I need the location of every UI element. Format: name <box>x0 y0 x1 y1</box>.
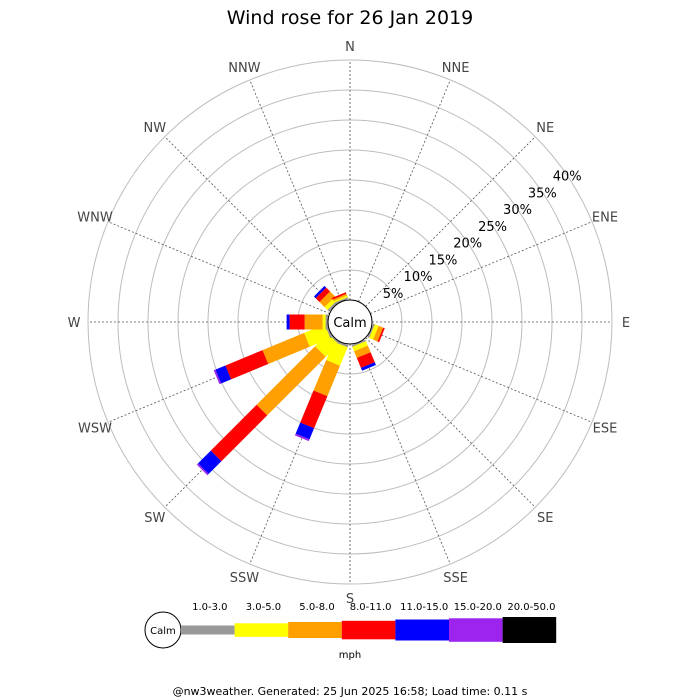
legend-bin-label: 11.0-15.0 <box>400 602 448 613</box>
speed-legend: Calm 1.0-3.0 3.0-5.0 5.0-8.0 8.0-11.0 11.0-15… <box>144 602 557 661</box>
calm-badge: Calm <box>327 299 373 345</box>
legend-bin-label: 15.0-20.0 <box>454 602 502 613</box>
petal-segment-nnw-1 <box>333 295 348 303</box>
direction-label: NNE <box>442 61 470 76</box>
radial-tick-label: 20% <box>453 237 482 252</box>
legend-bin-label: 20.0-50.0 <box>507 602 555 613</box>
radial-tick-label: 35% <box>528 186 557 201</box>
grid-spoke <box>107 221 330 314</box>
petal-segment-sse-2 <box>354 345 371 358</box>
legend-units: mph <box>339 650 361 661</box>
direction-label: NNW <box>228 61 260 76</box>
radial-tick-label: 40% <box>553 170 582 185</box>
petal-segment-wsw-4 <box>215 365 232 384</box>
direction-label: NW <box>144 121 167 136</box>
direction-label: WSW <box>78 422 112 437</box>
petal-segment-sse-4 <box>360 362 376 371</box>
legend-bin-label: 1.0-3.0 <box>192 602 227 613</box>
petal-segment-nnw-3 <box>331 292 347 300</box>
petal-segment-sw-4 <box>198 450 222 474</box>
legend-swatch-2 <box>288 622 342 638</box>
petal-segment-w-0 <box>325 314 328 330</box>
grid-spoke <box>249 79 342 302</box>
petal-segment-wsw-1 <box>304 324 331 347</box>
direction-label: SSW <box>230 571 260 586</box>
legend-swatch-4 <box>395 619 449 641</box>
grid-spoke <box>358 342 451 565</box>
calm-label: Calm <box>333 316 366 331</box>
direction-label: WNW <box>77 210 113 225</box>
legend-bin-label: 3.0-5.0 <box>246 602 281 613</box>
petal-segment-wsw-3 <box>225 350 269 380</box>
radial-tick-label: 15% <box>428 253 457 268</box>
radial-tick-label: 30% <box>503 203 532 218</box>
petal-segment-ssw-5 <box>294 433 310 442</box>
axis-labels: N NNE NE ENE E ESE SE SSE S SSW SW WSW W WNW NW NNW 5%10… <box>68 40 631 607</box>
radial-tick-label: 25% <box>478 220 507 235</box>
petal-segment-w-2 <box>304 314 323 330</box>
petal-segment-w-1 <box>322 314 326 330</box>
direction-label: S <box>346 592 354 607</box>
polar-grid <box>87 59 613 585</box>
petal-segment-wsw-2 <box>262 332 310 364</box>
petal-segment-ssw-3 <box>300 390 328 429</box>
petal-segment-ssw-2 <box>313 360 340 397</box>
footer-text: @nw3weather. Generated: 25 Jun 2025 16:5… <box>173 685 528 698</box>
petal-segment-sw-3 <box>210 404 268 462</box>
legend-bin-label: 8.0-11.0 <box>350 602 392 613</box>
direction-label: SW <box>144 511 165 526</box>
direction-label: SSE <box>443 571 468 586</box>
petal-segment-nnw-0 <box>334 297 349 305</box>
direction-label: ENE <box>592 210 618 225</box>
direction-label: ESE <box>593 422 618 437</box>
petal-segment-sw-2 <box>256 346 326 416</box>
petal-segment-sw-1 <box>315 333 339 357</box>
direction-label: E <box>622 316 630 331</box>
petal-segment-w-4 <box>286 314 290 330</box>
petal-segment-sse-3 <box>356 352 375 368</box>
legend-bin-label: 5.0-8.0 <box>299 602 334 613</box>
grid-spoke <box>164 136 335 307</box>
petal-segment-ese-0 <box>367 323 375 338</box>
petal-segment-ese-2 <box>373 325 384 342</box>
petal-segment-nw-2 <box>319 291 336 308</box>
grid-spoke <box>370 221 593 314</box>
petal-segment-ese-1 <box>369 324 379 340</box>
direction-label: SE <box>537 511 553 526</box>
direction-label: W <box>68 316 81 331</box>
grid-spoke <box>365 136 536 307</box>
petal-segment-w-3 <box>289 314 305 330</box>
chart-title: Wind rose for 26 Jan 2019 <box>227 7 474 29</box>
grid-spoke <box>358 79 451 302</box>
legend-swatch-3 <box>341 620 396 640</box>
legend-swatch-5 <box>449 618 503 642</box>
grid-spoke <box>370 330 593 423</box>
legend-swatch-0 <box>181 625 235 635</box>
direction-label: N <box>345 40 355 55</box>
radial-tick-label: 5% <box>383 287 404 302</box>
petal-segment-ese-3 <box>377 327 385 343</box>
legend-swatch-6 <box>502 617 557 643</box>
legend-swatch-1 <box>234 623 289 637</box>
grid-ring <box>87 59 613 585</box>
legend-calm-label: Calm <box>150 626 176 637</box>
petal-segment-sw-5 <box>196 463 209 476</box>
petal-segment-sse-1 <box>352 341 368 352</box>
direction-label: NE <box>536 121 554 136</box>
petal-segment-nw-3 <box>315 287 330 302</box>
petal-segment-nnw-2 <box>332 293 348 302</box>
wind-petals <box>196 285 385 476</box>
grid-spoke <box>365 337 536 508</box>
petal-segment-wsw-5 <box>213 369 222 385</box>
calm-circle <box>327 299 373 345</box>
petal-segment-sse-0 <box>351 339 366 347</box>
petal-segment-ssw-4 <box>295 422 315 440</box>
petal-segment-nw-4 <box>313 285 327 299</box>
radial-tick-label: 10% <box>404 270 433 285</box>
